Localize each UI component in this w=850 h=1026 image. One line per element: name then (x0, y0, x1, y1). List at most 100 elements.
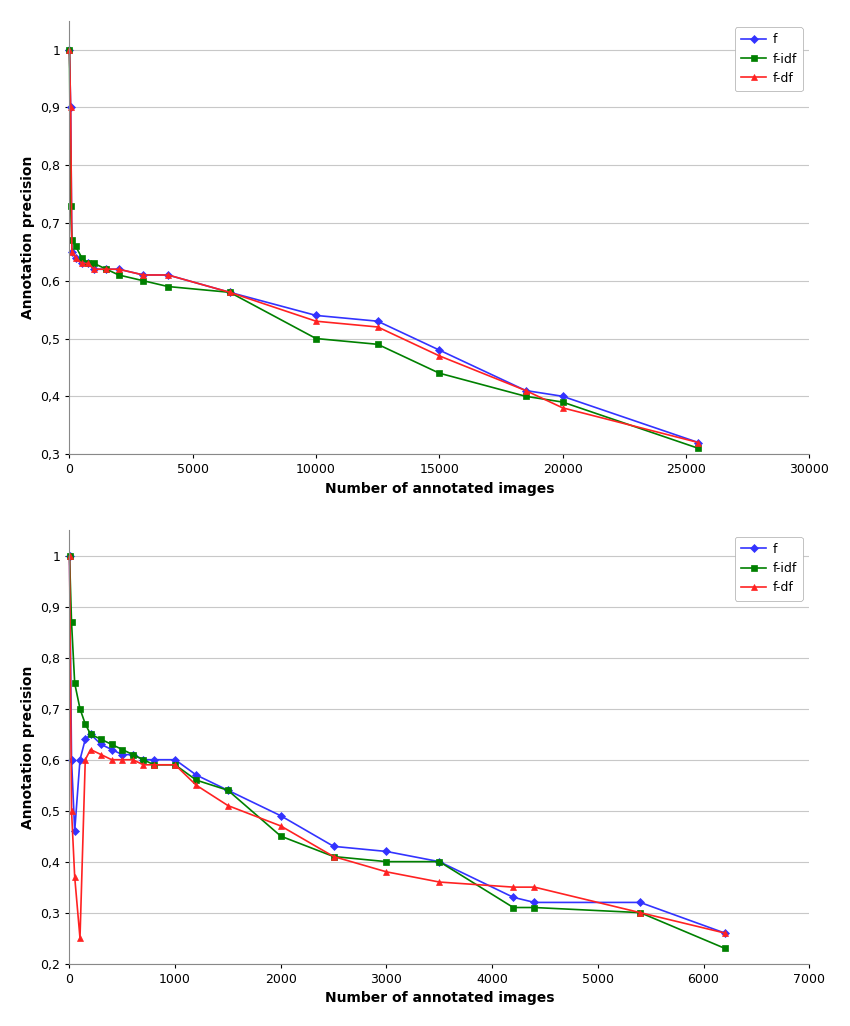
f-df (329, 851, 339, 863)
f-idf (520, 390, 530, 402)
f-df (149, 758, 159, 771)
f-df (82, 258, 93, 270)
f (372, 315, 382, 327)
f-idf (224, 286, 235, 299)
f (106, 744, 116, 756)
f-idf (96, 734, 106, 746)
f-df (86, 744, 96, 756)
f (101, 263, 111, 275)
f-df (530, 881, 540, 894)
f-df (80, 753, 90, 765)
f-idf (434, 856, 445, 868)
f (82, 258, 93, 270)
f (163, 269, 173, 281)
Line: f-df: f-df (66, 46, 702, 446)
f-df (508, 881, 518, 894)
f-df (65, 102, 76, 114)
f-df (693, 436, 703, 448)
f (191, 768, 201, 781)
f (80, 734, 90, 746)
f (96, 739, 106, 751)
f-df (65, 43, 75, 55)
Y-axis label: Annotation precision: Annotation precision (21, 665, 35, 829)
f-df (434, 350, 445, 362)
f-idf (530, 902, 540, 914)
f (149, 753, 159, 765)
f-idf (139, 753, 149, 765)
f-idf (139, 275, 149, 287)
f (65, 550, 75, 562)
f-idf (558, 396, 568, 408)
f-idf (101, 263, 111, 275)
f (223, 784, 233, 796)
f-df (163, 269, 173, 281)
f-idf (76, 251, 87, 264)
f-df (117, 753, 128, 765)
f-idf (71, 240, 81, 252)
f (128, 748, 138, 760)
f-idf (329, 851, 339, 863)
Line: f-df: f-df (66, 552, 728, 942)
f (76, 258, 87, 270)
f (117, 748, 128, 760)
X-axis label: Number of annotated images: Number of annotated images (325, 481, 554, 496)
f (382, 845, 392, 858)
f (114, 263, 124, 275)
f-df (70, 871, 80, 883)
f-df (170, 758, 180, 771)
f-idf (70, 677, 80, 689)
f-df (520, 385, 530, 397)
f-df (96, 748, 106, 760)
f-idf (170, 758, 180, 771)
f-df (106, 753, 116, 765)
f-df (434, 876, 445, 889)
f-df (224, 286, 235, 299)
f-idf (720, 942, 730, 954)
f-df (139, 758, 149, 771)
f-idf (66, 616, 76, 628)
f (224, 286, 235, 299)
Legend: f, f-idf, f-df: f, f-idf, f-df (735, 27, 803, 91)
f-df (76, 258, 87, 270)
f (434, 344, 445, 356)
f (329, 840, 339, 853)
f (89, 263, 99, 275)
f-df (114, 263, 124, 275)
f-df (372, 321, 382, 333)
Line: f: f (67, 553, 728, 936)
f-df (139, 269, 149, 281)
f (170, 753, 180, 765)
f-idf (82, 258, 93, 270)
f (139, 269, 149, 281)
f-idf (223, 784, 233, 796)
f (71, 251, 81, 264)
f-idf (114, 269, 124, 281)
f-idf (75, 703, 85, 715)
f-df (223, 799, 233, 812)
f (75, 753, 85, 765)
f (66, 753, 76, 765)
f-idf (128, 748, 138, 760)
f-df (720, 926, 730, 939)
f-idf (86, 728, 96, 741)
f (67, 246, 77, 259)
X-axis label: Number of annotated images: Number of annotated images (325, 991, 554, 1005)
f (65, 43, 75, 55)
f-idf (434, 367, 445, 380)
f-df (191, 779, 201, 791)
f (558, 390, 568, 402)
f-idf (67, 234, 77, 246)
f (693, 436, 703, 448)
f (65, 102, 76, 114)
Line: f: f (66, 47, 701, 445)
f (434, 856, 445, 868)
f-df (311, 315, 321, 327)
f-idf (275, 830, 286, 842)
f-df (71, 251, 81, 264)
f-idf (65, 43, 75, 55)
f (530, 897, 540, 909)
f-idf (117, 744, 128, 756)
f-df (635, 906, 645, 918)
f (275, 810, 286, 822)
f (520, 385, 530, 397)
